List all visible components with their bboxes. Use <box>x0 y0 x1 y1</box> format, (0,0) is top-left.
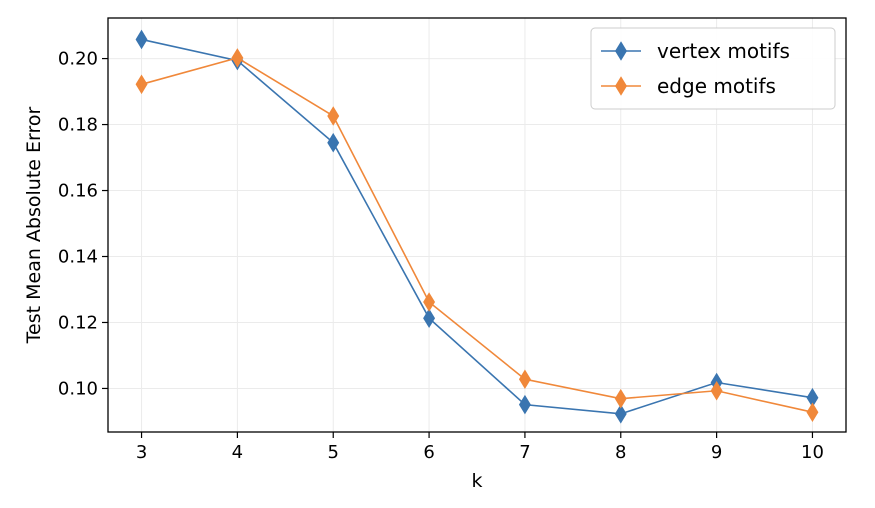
legend-entry: vertex motifs <box>601 39 790 63</box>
legend-label: edge motifs <box>657 74 776 98</box>
x-tick-label: 3 <box>136 442 147 463</box>
series-line <box>141 57 813 413</box>
x-tick-label: 9 <box>711 442 722 463</box>
legend: vertex motifs edge motifs <box>590 27 836 110</box>
legend-box <box>590 27 836 110</box>
data-point-marker <box>327 132 340 153</box>
data-point-marker <box>806 402 819 422</box>
plot-area-frame <box>107 17 847 433</box>
legend-marker <box>615 41 627 61</box>
series-line <box>141 38 813 415</box>
y-tick-label: 0.20 <box>58 49 98 70</box>
y-tick-label: 0.10 <box>58 378 98 399</box>
x-tick-label: 6 <box>423 442 434 463</box>
y-axis-label: Test Mean Absolute Error <box>23 106 45 344</box>
x-tick-label: 5 <box>328 442 339 463</box>
x-tick-label: 8 <box>615 442 626 463</box>
data-point-marker <box>327 106 340 126</box>
x-axis-label: k <box>471 470 482 492</box>
x-tick-label: 10 <box>801 442 824 463</box>
series-vertex-motifs <box>135 29 819 424</box>
y-tick-label: 0.14 <box>58 247 98 268</box>
data-point-marker <box>135 74 148 95</box>
data-point-marker <box>518 394 531 415</box>
series-layer <box>135 29 819 424</box>
data-point-marker <box>614 404 627 424</box>
y-tick-label: 0.18 <box>58 115 98 136</box>
legend-marker <box>615 76 627 96</box>
data-point-marker <box>135 29 148 50</box>
data-point-marker <box>423 292 436 312</box>
axis-ticks: 3 4 5 6 7 8 9 10 0.10 0.12 0.14 0.16 0.18 0.20 <box>58 49 824 463</box>
data-point-marker <box>231 48 244 68</box>
legend-entry: edge motifs <box>601 74 776 98</box>
y-tick-label: 0.16 <box>58 181 98 202</box>
data-point-marker <box>614 388 627 409</box>
y-tick-label: 0.12 <box>58 312 98 333</box>
data-point-marker <box>423 308 436 328</box>
x-tick-label: 4 <box>232 442 243 463</box>
data-point-marker <box>710 380 723 401</box>
x-tick-label: 7 <box>519 442 530 463</box>
series-edge-motifs <box>135 48 819 422</box>
data-point-marker <box>518 369 531 389</box>
legend-label: vertex motifs <box>657 39 790 63</box>
